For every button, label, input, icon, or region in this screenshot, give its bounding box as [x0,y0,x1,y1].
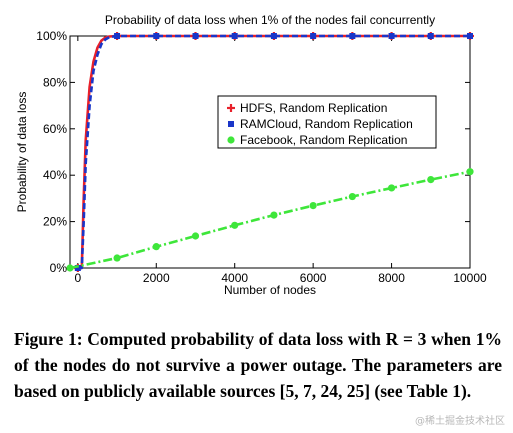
series-2-point-1 [113,254,121,262]
series-2-point-9 [427,176,435,184]
series-1-point-15 [310,33,317,39]
series-1-point-10 [114,33,121,39]
series-1-point-0 [74,265,81,271]
series-2-point-7 [348,192,356,201]
axis-ticks: 0 2000 4000 6000 8000 10000 0% 20% 40% 60% 80% 100% [36,29,487,285]
series-line-2 [69,170,471,270]
series-2-point-2 [152,243,160,251]
legend-label-0: HDFS, Random Replication [240,101,387,115]
series-2-point-4 [231,221,239,229]
x-tick-label-1: 2000 [143,271,170,285]
y-tick-label-4: 80% [43,75,67,89]
series-line-1 [77,34,470,270]
y-tick-label-0: 0% [50,261,68,275]
x-axis-label: Number of nodes [224,283,316,297]
legend: HDFS, Random Replication RAMCloud, Random… [217,95,437,149]
series-1-point-11 [153,33,160,39]
x-tick-label-2: 4000 [221,271,248,285]
x-tick-label-0: 0 [74,271,81,285]
x-tick-label-4: 8000 [378,271,405,285]
series-1-point-12 [192,33,199,39]
y-tick-label-1: 20% [43,215,67,229]
series-1-point-16 [349,33,356,39]
x-tick-label-5: 10000 [453,271,487,285]
series-line-0 [77,34,470,270]
series-1-point-13 [231,33,238,39]
series-2-point-8 [387,184,396,192]
series-2-point-5 [270,211,278,219]
series-2-point-6 [309,201,317,210]
y-tick-label-2: 40% [43,168,67,182]
series-1-point-17 [388,33,395,39]
series-layer [66,32,474,272]
series-2-point-0 [66,264,74,272]
legend-box [217,95,437,149]
caption-text: Figure 1: Computed probability of data l… [14,329,502,401]
plot-frame [69,35,471,269]
watermark: @稀土掘金技术社区 [415,416,505,427]
series-2-point-10 [466,168,474,176]
x-tick-label-3: 6000 [300,271,327,285]
series-1-point-19 [467,33,473,39]
series-1-point-18 [427,33,434,39]
y-axis-label: Probability of data loss [15,92,29,213]
chart-title: Probability of data loss when 1% of the … [105,13,435,27]
chart: Probability of data loss when 1% of the … [15,13,487,297]
legend-marker-1 [228,121,234,127]
legend-marker-0 [227,104,235,112]
legend-label-2: Facebook, Random Replication [240,133,407,147]
series-1-point-14 [270,33,277,39]
legend-marker-2 [227,136,235,144]
y-tick-label-5: 100% [36,29,67,43]
series-2-point-3 [191,232,200,240]
figure-caption: Figure 1: Computed probability of data l… [14,326,502,404]
legend-label-1: RAMCloud, Random Replication [240,117,413,131]
y-tick-label-3: 60% [43,122,67,136]
